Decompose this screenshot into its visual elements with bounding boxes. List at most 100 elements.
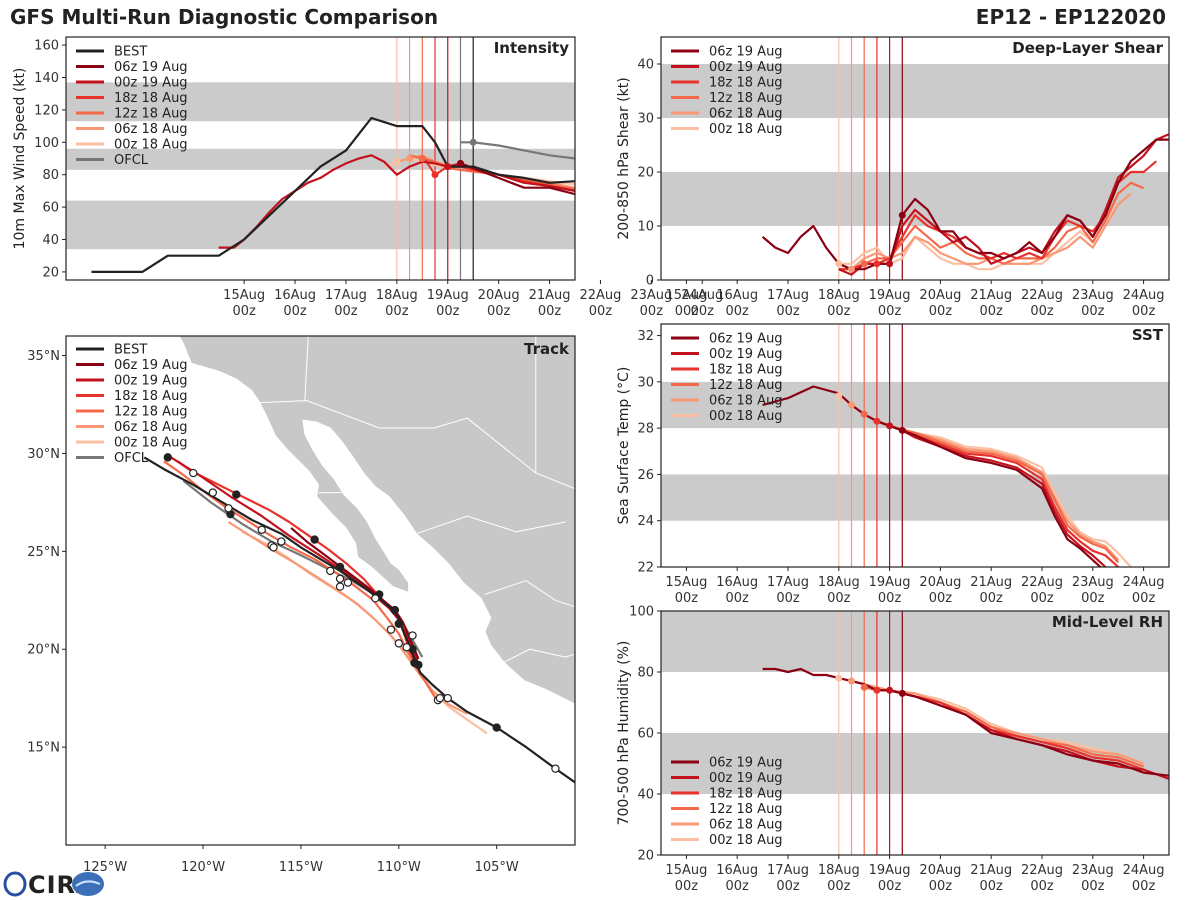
legend-entry: 00z 19 Aug: [709, 347, 783, 362]
legend-entry: 00z 18 Aug: [709, 122, 783, 137]
init-marker: [456, 159, 464, 167]
x-tick-label: 20Aug: [478, 288, 520, 303]
init-marker: [406, 155, 414, 162]
legend-entry: 06z 18 Aug: [114, 420, 188, 435]
legend-entry: OFCL: [114, 451, 149, 466]
longitude-label: 115°W: [279, 860, 323, 875]
x-tick-label: 21Aug: [970, 863, 1012, 878]
sst-panel: 22242628303215Aug00z16Aug00z17Aug00z18Au…: [616, 323, 1170, 606]
init-marker: [848, 265, 855, 273]
x-tick-label: 00z: [1132, 879, 1156, 894]
init-marker: [848, 401, 855, 409]
x-tick-label: 00z: [929, 879, 953, 894]
panel-title: Track: [524, 340, 570, 358]
x-tick-label: 00z: [640, 304, 664, 319]
x-tick-label: 00z: [283, 304, 307, 319]
legend-entry: 00z 19 Aug: [114, 374, 188, 389]
x-tick-label: 00z: [878, 879, 902, 894]
x-tick-label: 18Aug: [818, 863, 860, 878]
shade-band: [661, 474, 1169, 521]
x-tick-label: 00z: [726, 591, 750, 606]
axes-frame: [65, 335, 576, 846]
legend-entry: 18z 18 Aug: [709, 787, 783, 802]
x-tick-label: 21Aug: [529, 288, 571, 303]
y-tick-label: 40: [42, 233, 59, 248]
track-position-marker: [310, 535, 319, 544]
series-line: [91, 116, 575, 273]
x-tick-label: 00z: [776, 591, 800, 606]
x-tick-label: 19Aug: [869, 863, 911, 878]
x-tick-label: 00z: [878, 591, 902, 606]
legend-entry: 18z 18 Aug: [114, 91, 188, 106]
y-tick-label: 20: [637, 166, 654, 181]
x-tick-label: 18Aug: [818, 575, 860, 590]
x-tick-label: 21Aug: [970, 575, 1012, 590]
panel-title: Intensity: [494, 39, 570, 57]
init-marker: [898, 689, 906, 697]
x-tick-label: 17Aug: [767, 863, 809, 878]
logo-swirl-icon: [75, 880, 101, 887]
x-tick-label: 00z: [1030, 591, 1054, 606]
legend-entry: 06z 19 Aug: [114, 60, 188, 75]
init-marker: [886, 260, 894, 268]
figure-title: GFS Multi-Run Diagnostic Comparison: [10, 5, 438, 29]
x-tick-label: 00z: [675, 879, 699, 894]
shade-band: [66, 82, 575, 122]
legend-entry: OFCL: [114, 153, 149, 168]
x-tick-label: 00z: [1132, 304, 1156, 319]
x-tick-label: 00z: [1081, 591, 1105, 606]
init-marker: [860, 683, 868, 691]
track-position-marker: [335, 582, 345, 591]
x-tick-label: 00z: [675, 304, 699, 319]
y-tick-label: 20: [42, 265, 59, 280]
y-tick-label: 60: [42, 201, 59, 216]
y-tick-label: 22: [637, 561, 654, 576]
x-tick-label: 00z: [776, 879, 800, 894]
legend-entry: 12z 18 Aug: [709, 378, 783, 393]
legend-entry: 12z 18 Aug: [709, 802, 783, 817]
track-position-marker: [189, 468, 198, 478]
x-tick-label: 19Aug: [869, 575, 911, 590]
init-marker: [898, 426, 906, 434]
x-tick-label: 17Aug: [767, 288, 809, 303]
longitude-label: 110°W: [377, 860, 421, 875]
x-tick-label: 00z: [980, 591, 1004, 606]
x-tick-label: 00z: [980, 304, 1004, 319]
init-marker: [431, 171, 439, 179]
legend-entry: 18z 18 Aug: [709, 76, 783, 91]
x-tick-label: 24Aug: [1123, 288, 1165, 303]
init-marker: [393, 158, 401, 166]
x-tick-label: 22Aug: [1021, 863, 1063, 878]
legend-entry: 18z 18 Aug: [114, 389, 188, 404]
y-axis-label: 200-850 hPa Shear (kt): [616, 77, 632, 239]
shear-panel: 01020304015Aug00z16Aug00z17Aug00z18Aug00…: [616, 36, 1170, 319]
x-tick-label: 19Aug: [869, 288, 911, 303]
init-marker: [418, 155, 426, 162]
init-marker: [848, 677, 855, 685]
track-line: [163, 460, 439, 703]
axes-frame: [65, 36, 576, 281]
track-position-marker: [257, 525, 266, 535]
y-tick-label: 26: [637, 468, 654, 483]
y-tick-label: 100: [34, 136, 59, 151]
legend-entry: 00z 18 Aug: [114, 436, 188, 451]
x-tick-label: 16Aug: [716, 575, 758, 590]
x-tick-label: 00z: [1081, 304, 1105, 319]
init-marker: [835, 260, 843, 268]
track-position-marker: [232, 490, 241, 499]
legend-entry: 00z 19 Aug: [709, 60, 783, 75]
shade-band: [661, 611, 1169, 672]
legend-entry: 12z 18 Aug: [114, 405, 188, 420]
legend-entry: 06z 19 Aug: [709, 45, 783, 60]
track-position-marker: [371, 594, 380, 603]
x-tick-label: 18Aug: [376, 288, 418, 303]
legend-entry: 06z 18 Aug: [709, 818, 783, 833]
x-tick-label: 00z: [487, 304, 511, 319]
x-tick-label: 18Aug: [818, 288, 860, 303]
latitude-label: 25°N: [27, 545, 60, 560]
track-position-marker: [402, 643, 411, 652]
init-marker: [835, 674, 843, 682]
border-line: [416, 515, 566, 535]
x-tick-label: 00z: [929, 304, 953, 319]
